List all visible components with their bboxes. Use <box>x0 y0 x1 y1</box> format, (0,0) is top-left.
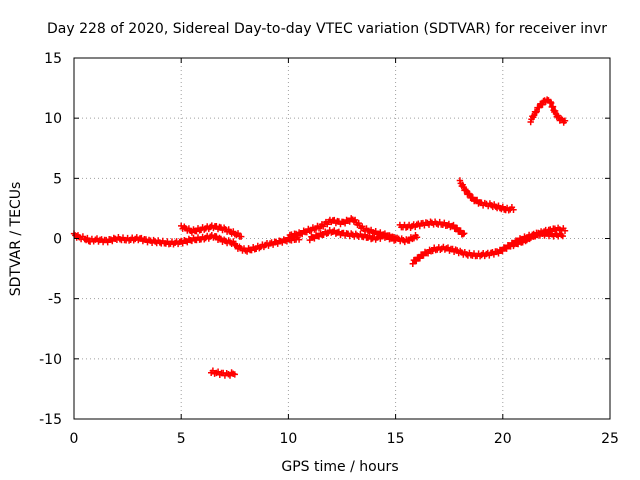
series-upper-late <box>396 218 468 238</box>
axis-ticks: 0 5 10 15 20 25 -15 -10 -5 0 5 10 15 <box>39 51 619 447</box>
series-low-outlier <box>208 367 238 379</box>
y-tick-label: -10 <box>39 352 62 368</box>
data-points <box>70 230 185 248</box>
series-baseline-early <box>70 230 185 248</box>
x-tick-label: 10 <box>279 431 297 447</box>
series-mid-rise <box>285 215 421 246</box>
y-tick-label: 5 <box>53 171 62 187</box>
data-points <box>208 367 238 379</box>
data-points <box>178 222 245 240</box>
y-tick-label: -5 <box>48 292 62 308</box>
x-tick-label: 25 <box>601 431 619 447</box>
x-tick-label: 20 <box>494 431 512 447</box>
series-decay-arc <box>456 177 517 214</box>
plot-area <box>70 96 569 379</box>
y-tick-label: -15 <box>39 412 62 428</box>
x-tick-label: 15 <box>387 431 405 447</box>
data-points <box>456 177 517 214</box>
series-baseline-mid-b <box>178 232 238 247</box>
y-tick-label: 0 <box>53 232 62 248</box>
data-points <box>285 215 421 246</box>
data-points <box>527 96 569 126</box>
data-points <box>306 227 399 244</box>
y-tick-label: 15 <box>44 51 62 67</box>
series-lower-late-b <box>510 224 569 250</box>
series-mid-lower <box>306 227 399 244</box>
x-tick-label: 0 <box>70 431 79 447</box>
y-axis-title: SDTVAR / TECUs <box>8 182 24 297</box>
x-axis-title: GPS time / hours <box>281 459 398 475</box>
data-points <box>510 224 569 250</box>
series-high-arc <box>527 96 569 126</box>
data-points <box>396 218 468 238</box>
data-points <box>178 232 238 247</box>
chart-title: Day 228 of 2020, Sidereal Day-to-day VTE… <box>47 21 607 37</box>
series-baseline-mid-a <box>178 222 245 240</box>
y-tick-label: 10 <box>44 111 62 127</box>
x-tick-label: 5 <box>177 431 186 447</box>
